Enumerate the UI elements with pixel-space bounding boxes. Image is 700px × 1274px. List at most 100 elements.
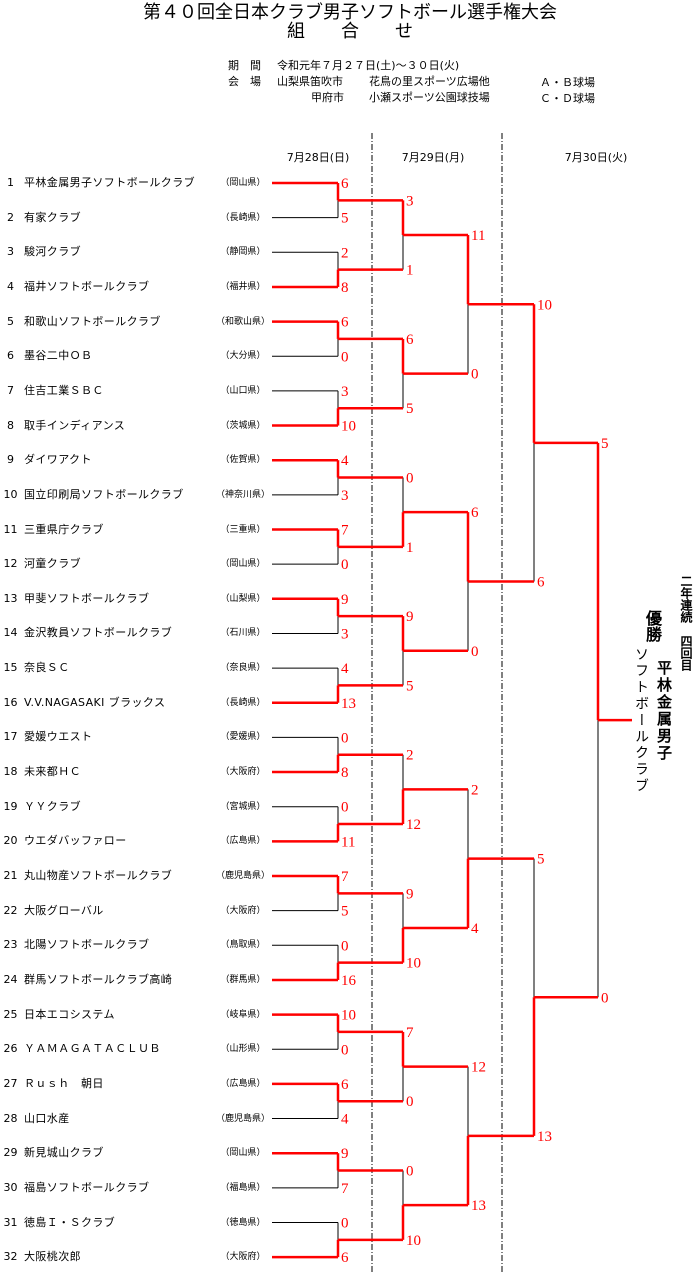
venue-site: 小瀬スポーツ公園球技場 [369,91,490,104]
team-prefecture: （山形県） [220,1044,266,1055]
team-row: 29 新見城山クラブ （岡山県） [0,1146,272,1160]
date-round-3: 7月30日(火) [564,151,628,164]
score-label: 0 [341,800,349,816]
team-name: 徳島Ｉ・Ｓクラブ [24,1215,116,1229]
team-row: 19 ＹＹクラブ （宮城県） [0,800,272,814]
team-prefecture: （大阪府） [220,767,266,778]
score-label: 1 [406,263,414,279]
score-label: 5 [406,401,414,417]
champion-label: 優勝 [643,610,662,642]
team-number: 7 [7,383,14,397]
team-name: 丸山物産ソフトボールクラブ [24,869,173,882]
team-number: 25 [3,1007,18,1021]
team-prefecture: （三重県） [220,524,266,535]
score-label: 5 [537,852,545,868]
team-prefecture: （鹿児島県） [215,871,270,881]
team-name: 国立印刷局ソフトボールクラブ [24,487,184,501]
score-label: 1 [406,540,414,556]
period-label: 期 間 [228,59,261,72]
team-number: 13 [3,591,18,605]
team-row: 5 和歌山ソフトボールクラブ （和歌山県） [0,315,272,329]
team-name: ＹＹクラブ [24,799,81,813]
team-row: 2 有家クラブ （長崎県） [0,211,272,225]
score-label: 0 [341,1042,349,1058]
team-prefecture: （福井県） [220,281,266,292]
team-name: 金沢教員ソフトボールクラブ [24,626,173,640]
score-label: 7 [341,869,349,885]
team-row: 27 Ｒｕｓｈ 朝日 （広島県） [0,1077,272,1091]
team-row: 7 住吉工業ＳＢＣ （山口県） [0,384,272,398]
team-prefecture: （奈良県） [220,663,266,674]
team-name: 河童クラブ [24,557,81,571]
team-name: 未来都ＨＣ [24,765,81,779]
team-row: 31 徳島Ｉ・Ｓクラブ （徳島県） [0,1216,272,1230]
team-prefecture: （鳥取県） [220,940,266,951]
team-number: 22 [3,903,18,917]
team-prefecture: （鹿児島県） [215,1113,270,1124]
team-number: 23 [3,938,18,952]
team-number: 14 [3,626,18,640]
team-name: 群馬ソフトボールクラブ高崎 [24,972,173,986]
team-prefecture: （宮城県） [220,801,266,812]
team-number: 31 [3,1215,18,1229]
team-name: 奈良ＳＣ [24,661,70,675]
team-number: 18 [3,765,18,779]
score-label: 8 [341,280,349,296]
team-row: 26 ＹＡＭＡＧＡＴＡＣＬＵＢ （山形県） [0,1042,272,1056]
team-prefecture: （静岡県） [220,247,266,258]
score-label: 5 [341,211,349,227]
team-row: 1 平林金属男子ソフトボールクラブ （岡山県） [0,176,272,190]
score-label: 9 [341,592,349,608]
score-label: 5 [341,904,349,920]
team-name: 取手インディアンス [24,418,126,432]
venue-city: 山梨県笛吹市 [277,75,343,88]
team-prefecture: （岡山県） [220,178,266,188]
score-labels: 6528603104370934130801175016100649706316… [341,176,609,1266]
team-name: ＹＡＭＡＧＡＴＡＣＬＵＢ [24,1042,161,1056]
team-row: 21 丸山物産ソフトボールクラブ （鹿児島県） [0,869,272,883]
date-round-2: 7月29日(月) [401,151,465,164]
team-number: 2 [7,210,14,224]
score-label: 3 [341,488,349,504]
team-number: 19 [3,799,18,813]
score-label: 4 [341,1112,349,1128]
score-label: 9 [406,609,414,625]
score-label: 5 [601,436,609,452]
team-number: 17 [3,730,18,744]
team-row: 18 未来都ＨＣ （大阪府） [0,765,272,779]
score-label: 4 [341,453,349,469]
score-label: 11 [471,228,485,244]
score-label: 0 [471,367,479,383]
team-row: 14 金沢教員ソフトボールクラブ （石川県） [0,626,272,640]
champion-name-line2: ソフトボールクラブ [633,647,649,795]
score-label: 0 [406,471,414,487]
score-label: 6 [341,315,349,331]
team-prefecture: （徳島県） [220,1217,266,1228]
team-row: 32 大阪桃次郎 （大阪府） [0,1250,272,1264]
team-prefecture: （大分県） [220,351,266,362]
score-label: 2 [406,748,414,764]
team-row: 25 日本エコシステム （岐阜県） [0,1008,272,1022]
team-row: 3 駿河クラブ （静岡県） [0,245,272,259]
team-name: 北陽ソフトボールクラブ [24,938,150,952]
team-number: 10 [3,487,18,501]
team-name: ウエダバッファロー [24,834,127,848]
team-number: 12 [3,557,18,571]
team-row: 24 群馬ソフトボールクラブ高崎 （群馬県） [0,973,272,987]
team-row: 16 V.V.NAGASAKI ブラックス （長崎県） [0,696,272,710]
team-row: 22 大阪グローバル （大阪府） [0,904,272,918]
score-label: 9 [406,886,414,902]
bracket-lines-loser [272,200,599,1240]
team-prefecture: （石川県） [220,628,266,639]
team-number: 16 [3,695,18,709]
page-title: 第４０回全日本クラブ男子ソフトボール選手権大会 [143,2,557,23]
team-name: 甲斐ソフトボールクラブ [24,591,150,605]
team-name: Ｒｕｓｈ 朝日 [24,1076,104,1090]
score-label: 16 [341,973,357,989]
team-number: 20 [3,834,18,848]
bracket-lines-winner [272,181,632,1259]
team-number: 21 [3,869,18,882]
score-label: 0 [601,990,609,1006]
team-name: 大阪桃次郎 [24,1250,81,1264]
team-row: 30 福島ソフトボールクラブ （福島県） [0,1181,272,1195]
